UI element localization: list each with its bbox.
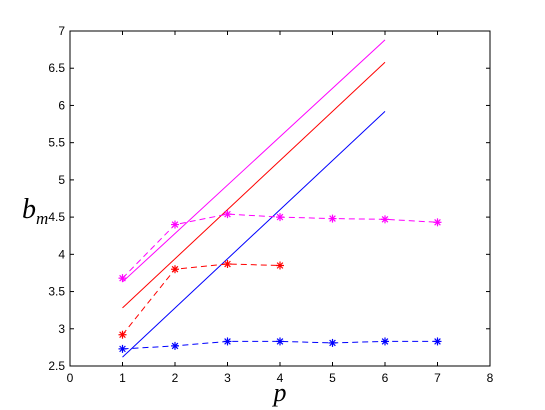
series-line-1 bbox=[122, 39, 386, 283]
y-tick-label: 4 bbox=[58, 247, 65, 261]
data-point-marker bbox=[433, 337, 442, 346]
data-point-marker bbox=[223, 337, 232, 346]
x-tick-label: 4 bbox=[277, 371, 284, 385]
x-tick-label: 6 bbox=[382, 371, 389, 385]
y-axis-label: bm bbox=[22, 194, 48, 228]
y-axis: 2.5 3 3.5 4 4.5 5 5.5 6 6.5 7 bbox=[48, 24, 490, 373]
y-tick-label: 2.5 bbox=[48, 359, 65, 373]
data-point-marker bbox=[328, 214, 337, 223]
data-point-marker bbox=[223, 260, 232, 269]
plot-series bbox=[118, 39, 442, 358]
x-tick-label: 1 bbox=[119, 371, 126, 385]
x-tick-label: 5 bbox=[329, 371, 336, 385]
y-tick-label: 4.5 bbox=[48, 210, 65, 224]
series-line-5 bbox=[122, 263, 281, 336]
data-point-marker bbox=[171, 220, 179, 229]
data-point-marker bbox=[276, 213, 284, 222]
x-tick-label: 0 bbox=[67, 371, 74, 385]
y-tick-label: 3 bbox=[58, 322, 65, 336]
y-tick-label: 5.5 bbox=[48, 136, 65, 150]
series-line-2 bbox=[122, 61, 386, 309]
y-tick-label: 3.5 bbox=[48, 285, 65, 299]
data-point-marker bbox=[223, 210, 232, 219]
y-tick-label: 5 bbox=[58, 173, 65, 187]
plot-frame bbox=[69, 30, 491, 367]
x-tick-label: 2 bbox=[172, 371, 179, 385]
y-tick-label: 7 bbox=[58, 24, 65, 38]
x-tick-label: 7 bbox=[434, 371, 441, 385]
x-tick-label: 3 bbox=[224, 371, 231, 385]
y-tick-label: 6 bbox=[58, 98, 65, 112]
x-tick-label: 8 bbox=[487, 371, 494, 385]
y-axis-label-subscript: m bbox=[36, 209, 48, 228]
y-axis-label-main: b bbox=[22, 194, 36, 225]
data-point-marker bbox=[118, 330, 127, 339]
data-point-marker bbox=[381, 215, 389, 224]
data-point-marker bbox=[328, 338, 337, 347]
data-point-marker bbox=[118, 274, 127, 283]
data-point-marker bbox=[381, 337, 389, 346]
x-axis-label: p bbox=[272, 378, 287, 407]
data-point-marker bbox=[171, 265, 179, 274]
data-point-marker bbox=[276, 337, 284, 346]
series-line-3 bbox=[122, 111, 386, 358]
data-point-marker bbox=[433, 218, 442, 227]
data-point-marker bbox=[118, 344, 127, 353]
data-point-marker bbox=[276, 261, 284, 270]
x-axis: 0 1 2 3 4 5 6 7 8 bbox=[67, 31, 494, 385]
y-tick-label: 6.5 bbox=[48, 61, 65, 75]
data-point-marker bbox=[171, 341, 179, 350]
